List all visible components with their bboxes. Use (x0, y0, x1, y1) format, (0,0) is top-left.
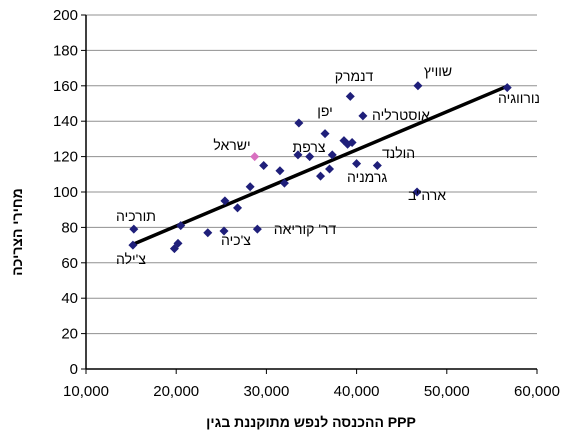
trendline-group (130, 84, 509, 247)
data-point (316, 171, 326, 181)
data-point (220, 196, 230, 206)
x-tick-label: 20,000 (153, 383, 199, 400)
y-tick-label: 200 (53, 7, 78, 24)
data-point (129, 224, 139, 234)
point-label: דר' קוריאה (274, 221, 337, 237)
data-point (259, 160, 269, 170)
y-tick-label: 140 (53, 113, 78, 130)
x-tick-label: 60,000 (514, 383, 560, 400)
data-point (233, 203, 243, 213)
x-tick-label: 40,000 (334, 383, 380, 400)
point-label: נורווגיה (498, 90, 540, 106)
data-point (279, 178, 289, 188)
data-point (320, 129, 330, 139)
y-tick-label: 40 (61, 290, 78, 307)
data-point (219, 226, 229, 236)
point-label: יפן (317, 103, 333, 119)
trendline (130, 84, 509, 247)
point-labels: נורווגיה שוויץ דנמרק אוסטרליה יפן ישראל צרפת הו… (116, 63, 540, 267)
data-point (327, 150, 337, 160)
data-point (412, 187, 422, 197)
point-label: הולנד (382, 145, 415, 161)
y-tick-label: 160 (53, 78, 78, 95)
data-point (413, 81, 423, 91)
data-point-highlight (250, 152, 260, 162)
point-label: צרפת (293, 139, 326, 155)
x-tick-label: 10,000 (63, 383, 109, 400)
data-point (203, 228, 213, 238)
point-label: אוסטרליה (372, 107, 430, 123)
data-point (173, 238, 183, 248)
y-tick-label: 20 (61, 326, 78, 343)
y-tick-label: 120 (53, 149, 78, 166)
data-points (128, 81, 512, 254)
x-tick-label: 50,000 (424, 383, 470, 400)
y-tick-label: 0 (70, 361, 78, 378)
point-label: צ'כיה (221, 232, 251, 248)
data-point (293, 150, 303, 160)
data-point (252, 224, 262, 234)
x-axis-title: ההכנסה לנפש מתוקננת בגין PPP (206, 414, 416, 430)
data-point (502, 83, 512, 93)
data-point (358, 111, 368, 121)
point-label: תורכיה (116, 208, 156, 224)
data-point (352, 159, 362, 169)
data-point (305, 152, 315, 162)
y-axis-title: מחירי הצריכה (9, 188, 25, 276)
data-point (345, 91, 355, 101)
data-point (275, 166, 285, 176)
gridlines (86, 14, 537, 370)
point-label: ישראל (213, 137, 250, 153)
x-tick-label: 30,000 (243, 383, 289, 400)
point-label: גרמניה (347, 169, 387, 185)
point-label: דנמרק (335, 68, 374, 84)
point-label: ארה"ב (408, 187, 446, 203)
y-tick-label: 60 (61, 255, 78, 272)
y-tick-label: 80 (61, 219, 78, 236)
point-label: שוויץ (424, 63, 452, 79)
data-point (347, 137, 357, 147)
data-point (245, 182, 255, 192)
y-tick-label: 180 (53, 42, 78, 59)
point-label: צ'ילה (116, 251, 146, 267)
data-point (294, 118, 304, 128)
data-point (176, 221, 186, 231)
y-tick-label: 100 (53, 184, 78, 201)
data-point (325, 164, 335, 174)
axis-ticks: 0 20 40 60 80 100 120 140 160 180 200 10,000 20,000 3… (53, 7, 560, 400)
data-point (128, 240, 138, 250)
data-point (372, 160, 382, 170)
